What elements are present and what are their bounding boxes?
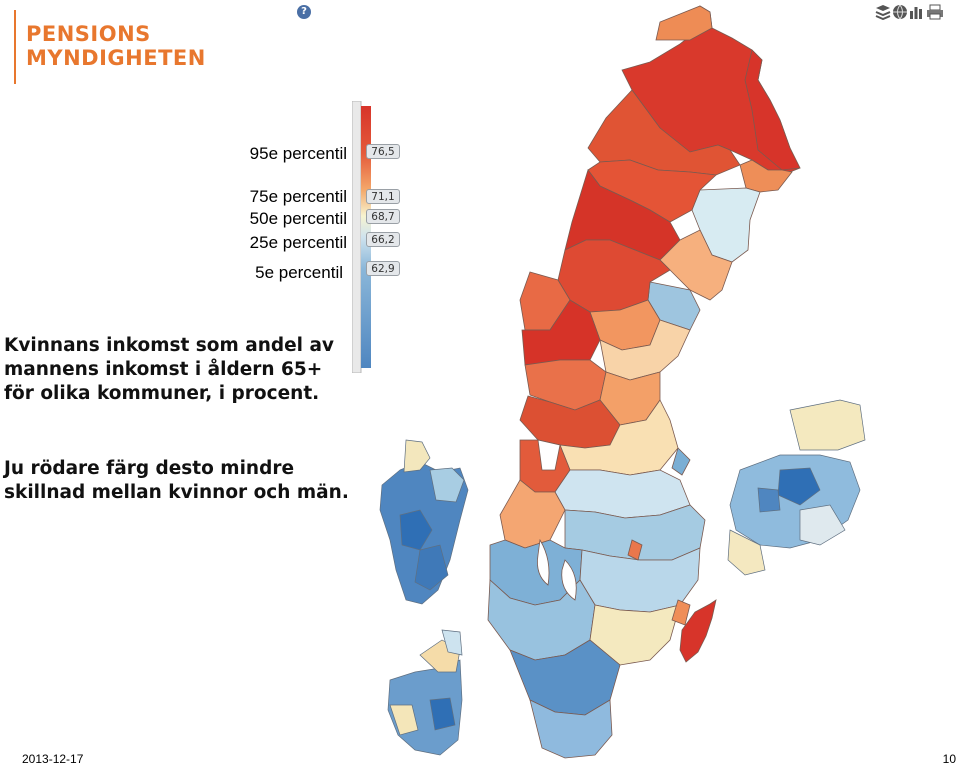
map-toolbar bbox=[874, 4, 944, 20]
percentile-value-25: 66,2 bbox=[366, 232, 400, 247]
layers-icon[interactable] bbox=[874, 4, 892, 20]
gotland bbox=[679, 599, 717, 663]
question-icon[interactable]: ? bbox=[297, 5, 311, 19]
inset-west-coast bbox=[379, 439, 469, 605]
globe-icon[interactable] bbox=[892, 4, 908, 20]
percentile-value-75: 71,1 bbox=[366, 189, 400, 204]
footer-date: 2013-12-17 bbox=[22, 752, 84, 766]
inset-stockholm bbox=[727, 399, 866, 576]
map-explanation: Ju rödare färg desto mindre skillnad mel… bbox=[4, 458, 349, 503]
print-icon[interactable] bbox=[926, 4, 944, 20]
chart-icon[interactable] bbox=[909, 4, 923, 20]
sweden-municipality-map bbox=[379, 5, 866, 759]
percentile-value-95: 76,5 bbox=[366, 144, 400, 159]
percentile-label-95: 95e percentil bbox=[249, 144, 347, 163]
map-description: Kvinnans inkomst som andel av mannens in… bbox=[4, 335, 334, 404]
logo-line-1: PENSIONS bbox=[26, 22, 151, 46]
logo-bar bbox=[14, 10, 16, 84]
logo-line-2: MYNDIGHETEN bbox=[26, 46, 206, 70]
main-map bbox=[487, 5, 801, 759]
percentile-value-50: 68,7 bbox=[366, 209, 400, 224]
percentile-label-75: 75e percentil bbox=[249, 187, 347, 206]
percentile-label-25: 25e percentil bbox=[249, 233, 347, 252]
percentile-label-5: 5e percentil bbox=[255, 263, 343, 282]
inset-skane bbox=[387, 629, 463, 756]
percentile-label-50: 50e percentil bbox=[249, 209, 347, 228]
page-number: 10 bbox=[942, 752, 956, 766]
percentile-value-5: 62,9 bbox=[366, 261, 400, 276]
